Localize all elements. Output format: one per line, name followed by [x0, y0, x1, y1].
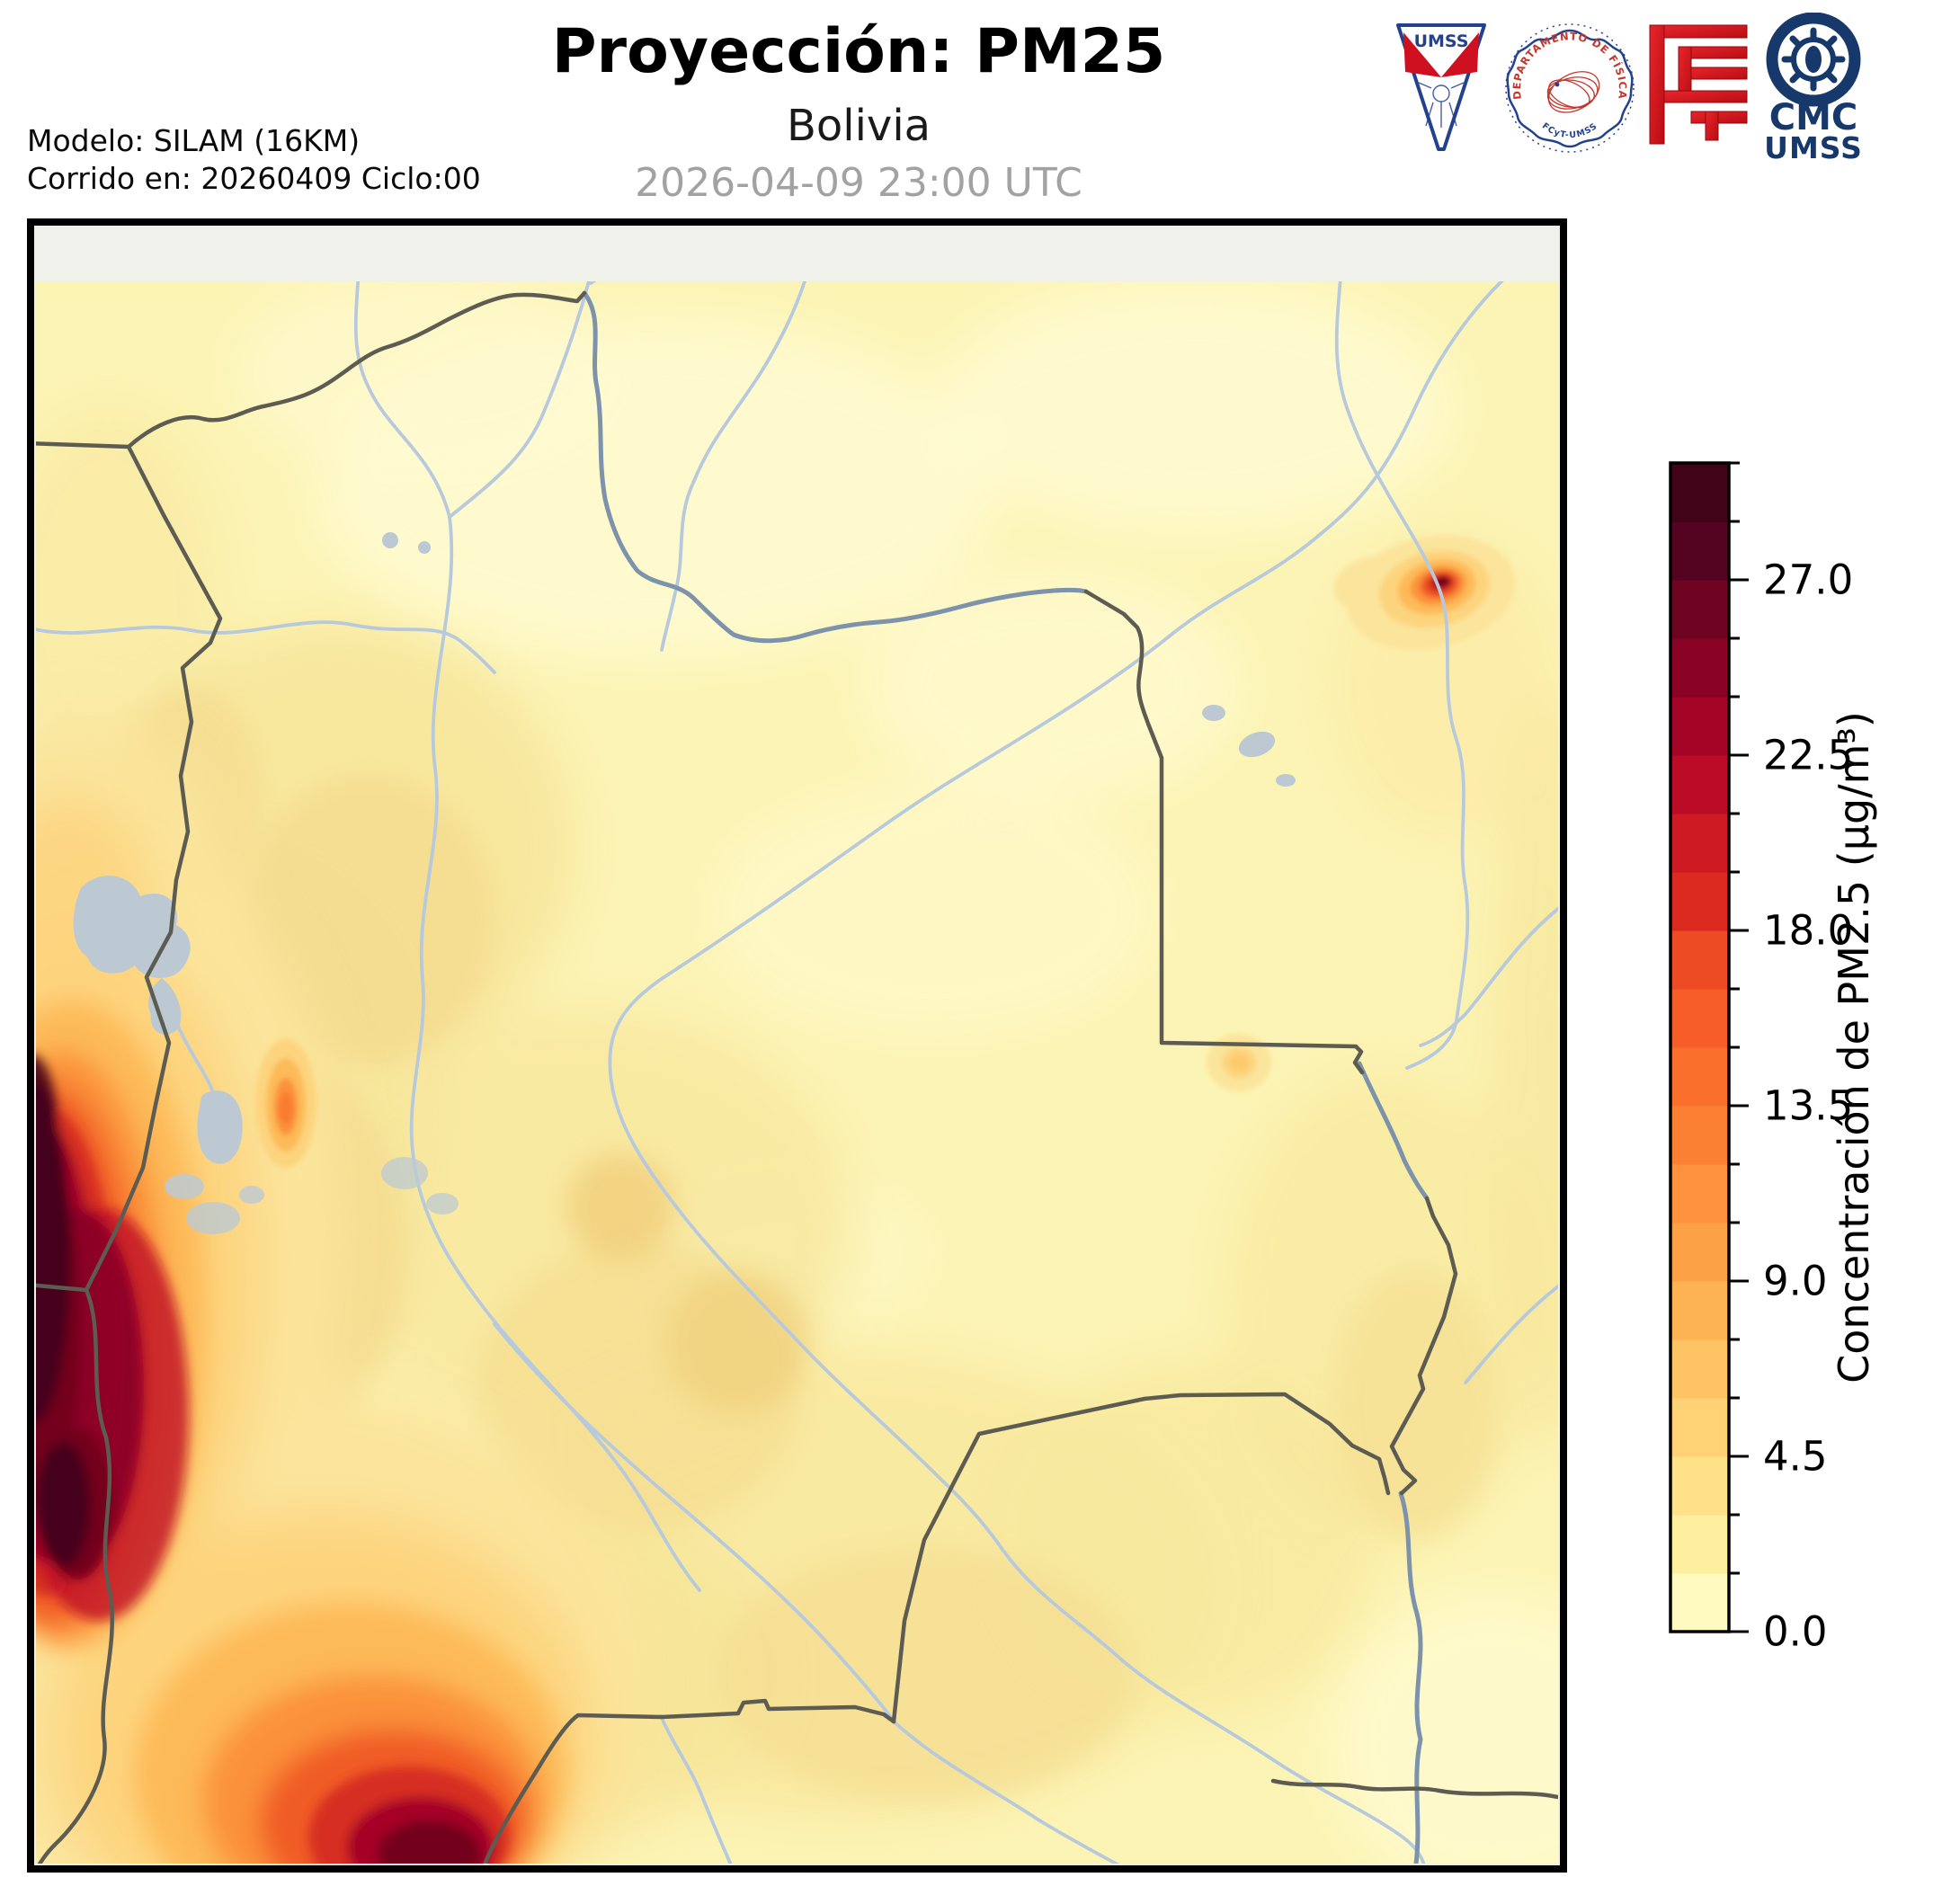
- border-rivers: [582, 290, 1430, 1864]
- lake-poopo: [197, 1090, 243, 1164]
- colorbar-segment: [1670, 1456, 1729, 1516]
- run-line: Corrido en: 20260409 Ciclo:00: [27, 161, 481, 197]
- border-peru-bolivia: [84, 444, 223, 1293]
- colorbar-segment: [1670, 755, 1729, 814]
- map-frame: [27, 218, 1567, 1873]
- fisica-seal-icon: DEPARTAMENTO DE FÍSICA FCyT-UMSS: [1505, 23, 1635, 153]
- country-borders: [36, 290, 1558, 1864]
- colorbar-segment: [1670, 1573, 1729, 1633]
- colorbar-tick-label: 18.0: [1763, 907, 1853, 955]
- red-maze-logo: [1648, 23, 1749, 149]
- colorbar-tick-label: 27.0: [1763, 556, 1853, 604]
- map-canvas: [27, 218, 1567, 1873]
- model-line: Modelo: SILAM (16KM): [27, 123, 361, 158]
- svg-text:UMSS: UMSS: [1414, 31, 1469, 51]
- red-maze-icon: [1649, 24, 1748, 145]
- colorbar-tick-label: 4.5: [1763, 1433, 1828, 1481]
- colorbar-segment: [1670, 1398, 1729, 1457]
- colorbar-segment: [1670, 814, 1729, 873]
- colorbar-segment: [1670, 1339, 1729, 1399]
- fisica-seal-logo: DEPARTAMENTO DE FÍSICA FCyT-UMSS: [1500, 16, 1640, 164]
- colorbar-segment: [1670, 521, 1729, 581]
- colorbar-segment: [1670, 1281, 1729, 1340]
- svg-text:UMSS: UMSS: [1764, 130, 1863, 164]
- border-brazil-southeast: [1389, 1196, 1458, 1496]
- colorbar-segment: [1670, 1223, 1729, 1282]
- west-hotspot-band: [36, 713, 638, 1864]
- cmc-umss-icon: CMC UMSS: [1764, 12, 1863, 165]
- border-argentina-bolivia: [482, 1698, 896, 1864]
- border-brazil-north: [126, 290, 587, 449]
- colorbar-segment: [1670, 930, 1729, 990]
- faint-east-spot: [1207, 1034, 1271, 1091]
- colorbar-segment: [1670, 872, 1729, 931]
- colorbar-segment: [1670, 580, 1729, 639]
- colorbar-segment: [1670, 1164, 1729, 1223]
- colorbar-tick-label: 0.0: [1763, 1608, 1828, 1656]
- border-stub-west: [36, 441, 131, 449]
- colorbar-segment: [1670, 463, 1729, 522]
- colorbar: 0.0 4.5 9.0 13.5 18.0 22.5 27.0: [1669, 461, 1853, 1656]
- page-subtitle: Bolivia: [786, 101, 931, 151]
- colorbar-tick-label: 22.5: [1763, 732, 1853, 779]
- page-title: Proyección: PM25: [551, 16, 1166, 87]
- border-paraguay-bolivia: [891, 1392, 1391, 1724]
- rivers: [36, 281, 1558, 1864]
- lapaz-hotspot: [255, 1038, 316, 1168]
- colorbar-segment: [1670, 638, 1729, 698]
- colorbar-segment: [1670, 989, 1729, 1048]
- border-chile-bolivia: [37, 1287, 115, 1864]
- border-brazil-east: [1083, 589, 1365, 1075]
- colorbar-segment: [1670, 1515, 1729, 1574]
- colorbar-segment: [1670, 1047, 1729, 1107]
- timestamp-label: 2026-04-09 23:00 UTC: [635, 160, 1082, 206]
- border-argentina-paraguay: [1270, 1778, 1558, 1800]
- umss-pennant-logo: UMSS: [1392, 20, 1491, 158]
- colorbar-segment: [1670, 697, 1729, 756]
- colorbar-axis-label: Concentración de PM2.5 (µg/m³): [1830, 711, 1878, 1384]
- cmc-umss-logo: CMC UMSS: [1755, 12, 1872, 167]
- colorbar-tick-label: 13.5: [1763, 1082, 1853, 1130]
- model-info: Modelo: SILAM (16KM) Corrido en: 2026040…: [27, 122, 481, 198]
- umss-pennant-icon: UMSS: [1396, 23, 1486, 151]
- svg-text:CMC: CMC: [1769, 97, 1858, 138]
- colorbar-segment: [1670, 1106, 1729, 1165]
- colorbar-tick-label: 9.0: [1763, 1258, 1828, 1305]
